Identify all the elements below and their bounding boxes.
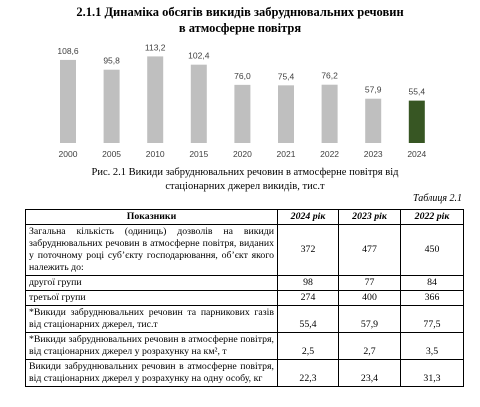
bar [408,100,425,143]
cell: 274 [277,290,339,306]
cell: 98 [277,275,339,291]
bar [278,85,294,143]
row: *Викиди забруднювальних речовин та парни… [25,305,464,333]
value-label: 113,2 [145,42,166,52]
cell: 57,9 [338,305,401,333]
header-row: Показники 2024 рік 2023 рік 2022 рік [25,209,464,225]
value-label: 95,8 [103,56,120,66]
cell: 23,4 [338,359,401,387]
cell: *Викиди забруднювальних речовин в атмосф… [25,332,278,360]
caption: Рис. 2.1 Викиди забруднювальних речовин … [91,167,399,192]
cell: 477 [338,224,401,276]
bar [60,59,76,143]
cell: другої групи [25,275,278,291]
header-cell: 2023 рік [338,209,401,225]
cell: 77 [338,275,401,291]
x-tick-label: 2000 [59,149,78,159]
cell: 450 [400,224,464,276]
cell: 55,4 [277,305,339,333]
value-label: 76,2 [321,71,338,81]
cell: Викиди забруднювальних речовин в атмосфе… [25,359,278,387]
title: в атмосферне повітря [178,21,302,35]
title: 2.1.1 Динаміка обсягів викидів забруднюв… [76,5,404,19]
value-label: 75,4 [278,71,295,81]
chart: 108,6 2000 95,8 2005 113,2 2010 102,4 2015 76,0 2… [57,42,426,159]
cell: 22,3 [277,359,339,387]
cell: 2,5 [277,332,339,360]
row: Загальна кількість (одиниць) дозволів на… [25,224,464,276]
value-label: 76,0 [234,71,251,81]
header-cell: 2024 рік [277,209,339,225]
bar [321,84,338,143]
cell: 31,3 [400,359,464,387]
bar [147,56,164,143]
x-tick-label: 2023 [364,149,383,159]
value-label: 57,9 [365,85,382,95]
value-label: 55,4 [409,87,426,97]
x-tick-label: 2020 [233,149,252,159]
row: третьої групи 274 400 366 [25,290,464,306]
x-tick-label: 2022 [320,149,339,159]
value-label: 108,6 [57,46,79,56]
cell: Загальна кількість (одиниць) дозволів на… [25,224,278,276]
row: *Викиди забруднювальних речовин в атмосф… [25,332,464,360]
cell: 366 [400,290,464,306]
row: другої групи 98 77 84 [25,275,464,291]
cell: 77,5 [400,305,464,333]
cell: 84 [400,275,464,291]
cell: 372 [277,224,339,276]
table-label: Таблиця 2.1 [413,193,462,204]
x-tick-label: 2005 [102,149,121,159]
cell: третьої групи [25,290,278,306]
cell: *Викиди забруднювальних речовин та парни… [25,305,278,333]
header-cell: 2022 рік [400,209,464,225]
cell: 400 [338,290,401,306]
x-tick-label: 2024 [407,149,426,159]
x-tick-label: 2015 [189,149,208,159]
x-tick-label: 2021 [277,149,296,159]
cell: 3,5 [400,332,464,360]
value-label: 102,4 [188,51,210,61]
x-tick-label: 2010 [146,149,165,159]
row: Викиди забруднювальних речовин в атмосфе… [25,359,464,387]
bar [365,98,382,143]
bar [103,69,120,143]
table: Показники 2024 рік 2023 рік 2022 рік Заг… [25,209,464,387]
bar [234,84,251,143]
header-cell: Показники [25,209,278,225]
bar [190,64,207,143]
cell: 2,7 [338,332,401,360]
